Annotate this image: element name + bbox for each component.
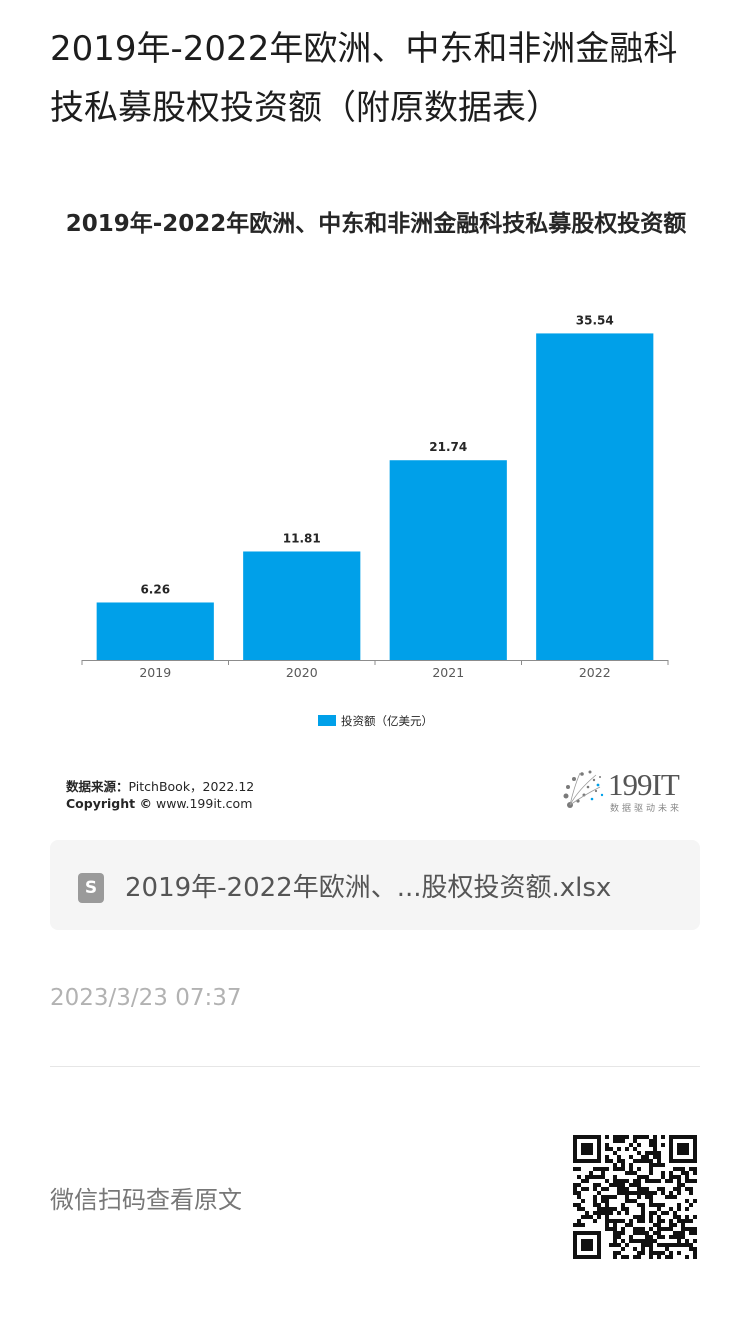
x-tick-label-2021: 2021 [432, 665, 464, 680]
data-source-text: PitchBook，2022.12 [128, 779, 255, 794]
data-source: 数据来源：PitchBook，2022.12 [66, 776, 254, 795]
bar-chart: 6.26 2019 11.81 2020 21.74 2021 35.54 2022 投资额（亿… [81, 313, 669, 728]
copyright-label: Copyright © [66, 796, 152, 811]
data-label-2020: 11.81 [283, 531, 321, 545]
x-tick-label-2020: 2020 [286, 665, 318, 680]
bar-2020 [243, 551, 361, 660]
chart-title: 2019年-2022年欧洲、中东和非洲金融科技私募股权投资额 [65, 211, 687, 237]
bar-2022 [536, 333, 654, 660]
article-title: 2019年-2022年欧洲、中东和非洲金融科技私募股权投资额（附原数据表） [50, 29, 678, 128]
publish-timestamp: 2023/3/23 07:37 [50, 985, 242, 1011]
spreadsheet-file-icon: S [78, 873, 104, 903]
x-tick-label-2019: 2019 [139, 665, 171, 680]
brand-logo: 199IT 数据驱动未来 [558, 765, 698, 817]
qr-hint: 微信扫码查看原文 [50, 1186, 242, 1214]
copyright-text: www.199it.com [155, 796, 253, 811]
brand-mark-icon [563, 770, 604, 808]
data-label-2022: 35.54 [576, 313, 614, 327]
bar-2021 [389, 460, 507, 660]
legend-swatch [318, 715, 336, 726]
legend-label: 投资额（亿美元） [341, 714, 433, 728]
attachment-card[interactable]: S 2019年-2022年欧洲、...股权投资额.xlsx [50, 840, 700, 930]
data-label-2019: 6.26 [140, 582, 170, 596]
brand-slogan: 数据驱动未来 [610, 804, 683, 814]
qr-code-icon[interactable] [573, 1135, 697, 1259]
copyright: Copyright © www.199it.com [66, 796, 252, 811]
brand-name: 199IT [608, 767, 680, 802]
bar-2019 [96, 602, 214, 660]
data-label-2021: 21.74 [429, 440, 467, 454]
attachment-file-name[interactable]: 2019年-2022年欧洲、...股权投资额.xlsx [125, 873, 612, 903]
divider [50, 1066, 700, 1067]
chart-image: 2019年-2022年欧洲、中东和非洲金融科技私募股权投资额 6.26 2019 1… [50, 190, 702, 830]
data-source-label: 数据来源： [66, 779, 129, 794]
x-tick-label-2022: 2022 [579, 665, 611, 680]
